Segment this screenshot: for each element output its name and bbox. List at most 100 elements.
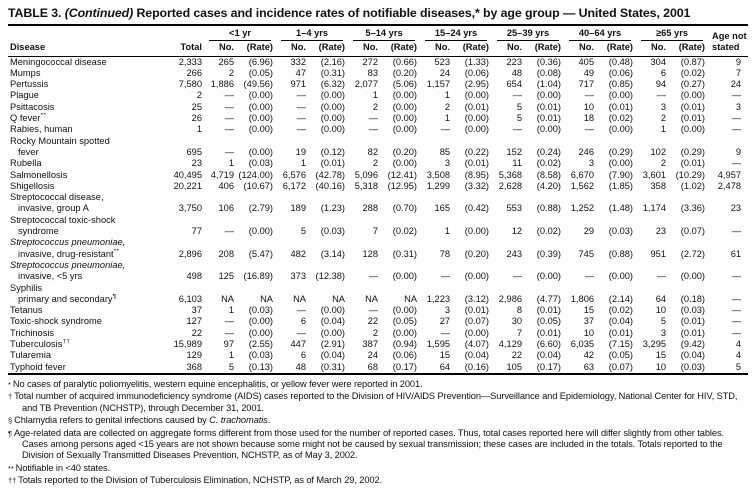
rate-cell: (0.00) xyxy=(536,90,562,101)
col-rate: (Rate) xyxy=(380,42,421,57)
rate-cell: (0.00) xyxy=(248,90,274,101)
count-cell: 3 xyxy=(660,327,667,338)
rate-cell: (10.29) xyxy=(675,169,706,180)
rate-cell: (0.17) xyxy=(392,361,418,372)
count-cell: 2 xyxy=(660,113,667,124)
total-cell: 6,103 xyxy=(178,293,202,304)
table-row: Psittacosis 25 — (0.00) — (0.00) 2 (0.00) 2 (0.01… xyxy=(8,102,748,113)
count-cell: 5 xyxy=(516,101,523,112)
count-cell: — xyxy=(440,271,451,282)
rate-cell: (0.04) xyxy=(320,316,346,327)
rate-cell: (0.00) xyxy=(248,316,274,327)
age-not-stated-cell: — xyxy=(731,316,742,327)
count-cell: 83 xyxy=(367,67,379,78)
disease-label-line1: Streptococcal toxic-shock xyxy=(10,214,116,225)
disease-name: syndrome xyxy=(18,226,59,237)
count-cell: 2 xyxy=(372,158,379,169)
count-cell: NA xyxy=(221,293,234,304)
count-cell: 8 xyxy=(516,305,523,316)
footnote: †† Totals reported to the Division of Tub… xyxy=(8,475,748,486)
rate-cell: (0.27) xyxy=(680,79,706,90)
footnote-symbol: ¶ xyxy=(8,428,12,438)
disease-name: invasive, drug-resistant xyxy=(18,248,114,259)
count-cell: — xyxy=(296,90,307,101)
table-row: Tularemia 129 1 (0.03) 6 (0.04) 24 (0.06) 15 (0.0… xyxy=(8,350,748,361)
rate-cell: (3.12) xyxy=(464,293,490,304)
count-cell: — xyxy=(224,226,234,237)
count-cell: 1,157 xyxy=(426,79,451,90)
disease-name: Plague xyxy=(10,90,39,101)
age-not-stated-cell: 61 xyxy=(730,248,742,259)
rate-cell: (0.05) xyxy=(536,316,562,327)
rate-cell: (0.70) xyxy=(392,203,418,214)
disease-name: fever xyxy=(18,146,39,157)
count-cell: — xyxy=(296,101,307,112)
disease-label-line1: Syphilis xyxy=(10,282,43,293)
col-total-spacer xyxy=(158,28,204,42)
count-cell: 358 xyxy=(650,180,667,191)
count-cell: 165 xyxy=(434,203,451,214)
rate-cell: (0.00) xyxy=(464,271,490,282)
rate-cell: NA xyxy=(404,293,418,304)
count-cell: 523 xyxy=(434,56,451,67)
count-cell: 128 xyxy=(362,248,379,259)
rate-cell: (2.55) xyxy=(248,339,274,350)
count-cell: 78 xyxy=(439,248,451,259)
rate-cell: (0.01) xyxy=(320,158,346,169)
count-cell: 1 xyxy=(444,226,451,237)
count-cell: 1 xyxy=(444,90,451,101)
rate-cell: (0.00) xyxy=(464,226,490,237)
count-cell: — xyxy=(224,316,234,327)
total-cell: 695 xyxy=(186,146,202,157)
age-not-stated-cell: — xyxy=(731,271,742,282)
count-cell: 1 xyxy=(372,90,379,101)
count-cell: 1,886 xyxy=(210,79,234,90)
table-row: primary and secondary¶ 6,103 NA NA NA NA NA NA 1… xyxy=(8,294,748,305)
age-not-stated-cell: 24 xyxy=(730,79,742,90)
title-segment: Reported cases and incidence rates of no… xyxy=(133,6,691,20)
rate-cell: (1.02) xyxy=(680,180,706,191)
count-cell: 6,576 xyxy=(282,169,307,180)
rate-cell: (0.87) xyxy=(680,56,706,67)
header-row: Disease Total No. (Rate) No. (Rate) No. … xyxy=(8,42,749,57)
total-cell: 266 xyxy=(186,67,202,78)
col-disease-spacer xyxy=(8,28,158,42)
col-no: No. xyxy=(204,42,236,57)
rate-cell: (0.01) xyxy=(608,327,634,338)
rate-cell: (1.33) xyxy=(464,56,490,67)
count-cell: — xyxy=(224,90,234,101)
disease-label: Tuberculosis†† xyxy=(8,339,158,350)
count-cell: 152 xyxy=(506,146,523,157)
rate-cell: (0.05) xyxy=(248,67,274,78)
rate-cell: (0.00) xyxy=(464,124,490,135)
count-cell: 406 xyxy=(218,180,234,191)
col-group-40-64yrs: 40–64 yrs xyxy=(564,28,636,42)
count-cell: 15 xyxy=(655,350,667,361)
rate-cell: (0.01) xyxy=(536,101,562,112)
rate-cell: (0.02) xyxy=(392,226,418,237)
count-cell: 6,670 xyxy=(570,169,595,180)
rate-cell: (0.16) xyxy=(464,361,490,372)
rate-cell: (0.01) xyxy=(680,158,706,169)
disease-name: Q fever xyxy=(10,113,41,124)
count-cell: 42 xyxy=(583,350,595,361)
disease-label: Meningococcal disease xyxy=(8,56,158,68)
count-cell: 1,299 xyxy=(426,180,451,191)
count-cell: 125 xyxy=(218,271,234,282)
disease-name: invasive, group A xyxy=(18,203,89,214)
age-not-stated-cell: — xyxy=(731,226,742,237)
table-row: invasive, drug-resistant** 2,896 208 (5.47)… xyxy=(8,249,748,260)
rate-cell: (0.02) xyxy=(536,158,562,169)
count-cell: 6 xyxy=(660,67,667,78)
rate-cell: (5.47) xyxy=(248,248,274,259)
disease-label: syndrome xyxy=(8,226,158,237)
col-group-1-4yrs: 1–4 yrs xyxy=(276,28,348,42)
age-not-stated-cell: 4 xyxy=(735,350,742,361)
group-label: 25–39 yrs xyxy=(497,28,560,42)
count-cell: 223 xyxy=(506,56,523,67)
rate-cell: (2.95) xyxy=(464,79,490,90)
rate-cell: (0.00) xyxy=(392,305,418,316)
table-row: Tetanus 37 1 (0.03) — (0.00) — (0.00) 3 (0.01) 8 (0… xyxy=(8,305,748,316)
rate-cell: (0.00) xyxy=(608,271,634,282)
col-stated: stated xyxy=(708,42,749,57)
